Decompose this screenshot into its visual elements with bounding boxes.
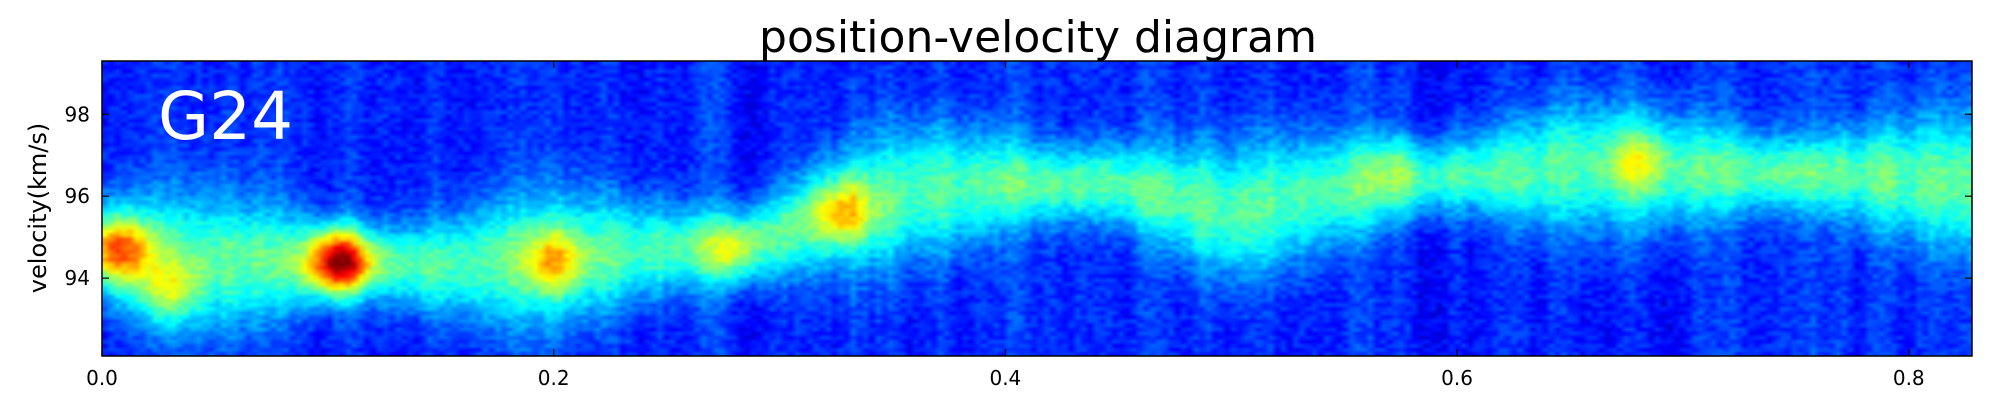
x-axis: 0.0 0.2 0.4 0.6 0.8: [86, 61, 1925, 390]
plot-frame: [101, 60, 1973, 357]
plot-area: [101, 60, 1973, 357]
x-tick-label: 0.6: [1441, 366, 1473, 390]
y-axis: 94 96 98: [65, 102, 1972, 290]
x-tick-label: 0.2: [538, 366, 570, 390]
y-tick-label: 98: [65, 102, 90, 126]
y-tick-label: 94: [65, 266, 90, 290]
x-tick-label: 0.0: [86, 366, 118, 390]
panel-label: G24: [158, 78, 293, 155]
x-tick-label: 0.4: [989, 366, 1021, 390]
y-axis-label: velocity(km/s): [24, 123, 52, 293]
y-tick-label: 96: [65, 184, 90, 208]
heatmap-image: [102, 61, 1972, 356]
chart-title: position-velocity diagram: [759, 12, 1317, 63]
x-tick-label: 0.8: [1893, 366, 1925, 390]
